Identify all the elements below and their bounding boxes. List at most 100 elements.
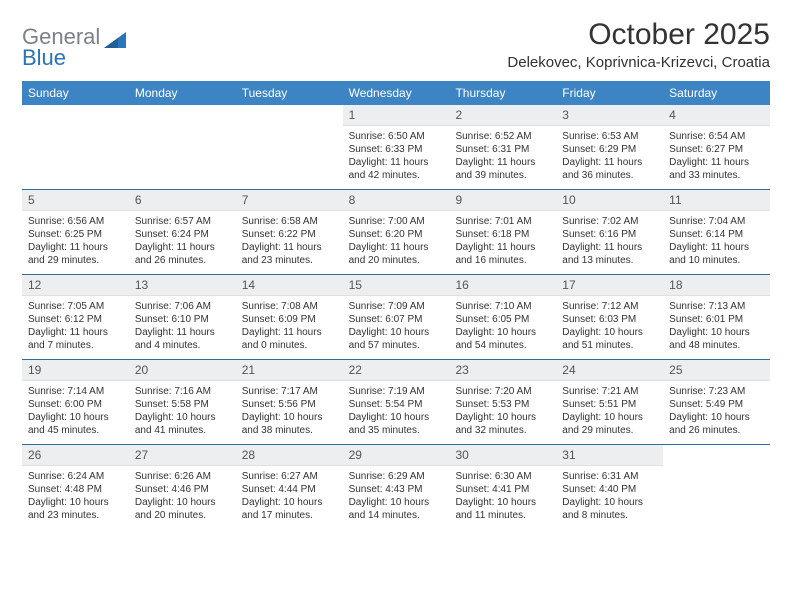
title-block: October 2025 Delekovec, Koprivnica-Krize… [507, 18, 770, 71]
day-number: 28 [236, 445, 343, 466]
day-number: 14 [236, 275, 343, 296]
day-details: Sunrise: 7:16 AMSunset: 5:58 PMDaylight:… [129, 381, 236, 443]
day-number: 10 [556, 190, 663, 211]
calendar-day: 7Sunrise: 6:58 AMSunset: 6:22 PMDaylight… [236, 190, 343, 274]
calendar-day: 28Sunrise: 6:27 AMSunset: 4:44 PMDayligh… [236, 445, 343, 529]
calendar-week: 19Sunrise: 7:14 AMSunset: 6:00 PMDayligh… [22, 360, 770, 445]
day-number: 18 [663, 275, 770, 296]
calendar-day: 1Sunrise: 6:50 AMSunset: 6:33 PMDaylight… [343, 105, 450, 189]
calendar-day: 6Sunrise: 6:57 AMSunset: 6:24 PMDaylight… [129, 190, 236, 274]
day-number: 24 [556, 360, 663, 381]
calendar-day: 12Sunrise: 7:05 AMSunset: 6:12 PMDayligh… [22, 275, 129, 359]
header: General Blue October 2025 Delekovec, Kop… [22, 18, 770, 71]
calendar-day: 3Sunrise: 6:53 AMSunset: 6:29 PMDaylight… [556, 105, 663, 189]
day-number: 22 [343, 360, 450, 381]
calendar-day: 17Sunrise: 7:12 AMSunset: 6:03 PMDayligh… [556, 275, 663, 359]
calendar-week: ...1Sunrise: 6:50 AMSunset: 6:33 PMDayli… [22, 105, 770, 190]
brand-blue: Blue [22, 47, 100, 69]
day-details: Sunrise: 6:53 AMSunset: 6:29 PMDaylight:… [556, 126, 663, 188]
day-number: 3 [556, 105, 663, 126]
day-details: Sunrise: 6:50 AMSunset: 6:33 PMDaylight:… [343, 126, 450, 188]
day-number: 11 [663, 190, 770, 211]
logo-triangle-icon [104, 30, 126, 53]
day-number: 7 [236, 190, 343, 211]
calendar-day: 24Sunrise: 7:21 AMSunset: 5:51 PMDayligh… [556, 360, 663, 444]
day-number: 29 [343, 445, 450, 466]
calendar-day: 13Sunrise: 7:06 AMSunset: 6:10 PMDayligh… [129, 275, 236, 359]
calendar-day: . [236, 105, 343, 189]
day-details: Sunrise: 7:09 AMSunset: 6:07 PMDaylight:… [343, 296, 450, 358]
day-details: Sunrise: 7:00 AMSunset: 6:20 PMDaylight:… [343, 211, 450, 273]
day-details: Sunrise: 6:24 AMSunset: 4:48 PMDaylight:… [22, 466, 129, 528]
day-number: 12 [22, 275, 129, 296]
calendar-day: . [22, 105, 129, 189]
calendar-week: 26Sunrise: 6:24 AMSunset: 4:48 PMDayligh… [22, 445, 770, 529]
day-details: Sunrise: 7:17 AMSunset: 5:56 PMDaylight:… [236, 381, 343, 443]
day-details: Sunrise: 6:27 AMSunset: 4:44 PMDaylight:… [236, 466, 343, 528]
day-details: Sunrise: 6:52 AMSunset: 6:31 PMDaylight:… [449, 126, 556, 188]
calendar-day: 14Sunrise: 7:08 AMSunset: 6:09 PMDayligh… [236, 275, 343, 359]
calendar-day: 31Sunrise: 6:31 AMSunset: 4:40 PMDayligh… [556, 445, 663, 529]
day-number: 6 [129, 190, 236, 211]
day-number: 4 [663, 105, 770, 126]
day-header: Thursday [449, 81, 556, 105]
calendar-header-row: SundayMondayTuesdayWednesdayThursdayFrid… [22, 81, 770, 105]
day-number: 25 [663, 360, 770, 381]
calendar-day: 26Sunrise: 6:24 AMSunset: 4:48 PMDayligh… [22, 445, 129, 529]
calendar-day: 20Sunrise: 7:16 AMSunset: 5:58 PMDayligh… [129, 360, 236, 444]
day-number: 27 [129, 445, 236, 466]
calendar-day: 11Sunrise: 7:04 AMSunset: 6:14 PMDayligh… [663, 190, 770, 274]
calendar-day: 5Sunrise: 6:56 AMSunset: 6:25 PMDaylight… [22, 190, 129, 274]
day-details: Sunrise: 7:12 AMSunset: 6:03 PMDaylight:… [556, 296, 663, 358]
calendar-day: 2Sunrise: 6:52 AMSunset: 6:31 PMDaylight… [449, 105, 556, 189]
day-number: 13 [129, 275, 236, 296]
day-number: 5 [22, 190, 129, 211]
day-number: 16 [449, 275, 556, 296]
day-number: 1 [343, 105, 450, 126]
day-details: Sunrise: 7:14 AMSunset: 6:00 PMDaylight:… [22, 381, 129, 443]
day-details: Sunrise: 7:21 AMSunset: 5:51 PMDaylight:… [556, 381, 663, 443]
day-number: 20 [129, 360, 236, 381]
day-details: Sunrise: 6:29 AMSunset: 4:43 PMDaylight:… [343, 466, 450, 528]
day-details: Sunrise: 7:02 AMSunset: 6:16 PMDaylight:… [556, 211, 663, 273]
calendar-day: . [129, 105, 236, 189]
day-details: Sunrise: 7:01 AMSunset: 6:18 PMDaylight:… [449, 211, 556, 273]
day-details: Sunrise: 6:56 AMSunset: 6:25 PMDaylight:… [22, 211, 129, 273]
calendar-day: 10Sunrise: 7:02 AMSunset: 6:16 PMDayligh… [556, 190, 663, 274]
day-number: 23 [449, 360, 556, 381]
day-details: Sunrise: 7:04 AMSunset: 6:14 PMDaylight:… [663, 211, 770, 273]
location: Delekovec, Koprivnica-Krizevci, Croatia [507, 54, 770, 71]
day-details: Sunrise: 7:19 AMSunset: 5:54 PMDaylight:… [343, 381, 450, 443]
day-number: 15 [343, 275, 450, 296]
day-details: Sunrise: 7:05 AMSunset: 6:12 PMDaylight:… [22, 296, 129, 358]
calendar-day: 19Sunrise: 7:14 AMSunset: 6:00 PMDayligh… [22, 360, 129, 444]
calendar-day: 4Sunrise: 6:54 AMSunset: 6:27 PMDaylight… [663, 105, 770, 189]
calendar-body: ...1Sunrise: 6:50 AMSunset: 6:33 PMDayli… [22, 105, 770, 529]
calendar-day: 27Sunrise: 6:26 AMSunset: 4:46 PMDayligh… [129, 445, 236, 529]
calendar-day: 8Sunrise: 7:00 AMSunset: 6:20 PMDaylight… [343, 190, 450, 274]
day-number: 21 [236, 360, 343, 381]
calendar-day: . [663, 445, 770, 529]
day-number: 2 [449, 105, 556, 126]
calendar-day: 30Sunrise: 6:30 AMSunset: 4:41 PMDayligh… [449, 445, 556, 529]
day-header: Monday [129, 81, 236, 105]
day-header: Tuesday [236, 81, 343, 105]
day-details: Sunrise: 7:08 AMSunset: 6:09 PMDaylight:… [236, 296, 343, 358]
calendar: SundayMondayTuesdayWednesdayThursdayFrid… [22, 81, 770, 529]
day-header: Wednesday [343, 81, 450, 105]
calendar-day: 15Sunrise: 7:09 AMSunset: 6:07 PMDayligh… [343, 275, 450, 359]
calendar-day: 18Sunrise: 7:13 AMSunset: 6:01 PMDayligh… [663, 275, 770, 359]
day-details: Sunrise: 6:58 AMSunset: 6:22 PMDaylight:… [236, 211, 343, 273]
day-number: 19 [22, 360, 129, 381]
day-details: Sunrise: 6:30 AMSunset: 4:41 PMDaylight:… [449, 466, 556, 528]
day-number: 31 [556, 445, 663, 466]
day-header: Sunday [22, 81, 129, 105]
day-number: 26 [22, 445, 129, 466]
day-header: Saturday [663, 81, 770, 105]
calendar-day: 9Sunrise: 7:01 AMSunset: 6:18 PMDaylight… [449, 190, 556, 274]
day-details: Sunrise: 7:13 AMSunset: 6:01 PMDaylight:… [663, 296, 770, 358]
month-title: October 2025 [507, 18, 770, 52]
calendar-day: 25Sunrise: 7:23 AMSunset: 5:49 PMDayligh… [663, 360, 770, 444]
day-details: Sunrise: 7:20 AMSunset: 5:53 PMDaylight:… [449, 381, 556, 443]
day-details: Sunrise: 7:06 AMSunset: 6:10 PMDaylight:… [129, 296, 236, 358]
